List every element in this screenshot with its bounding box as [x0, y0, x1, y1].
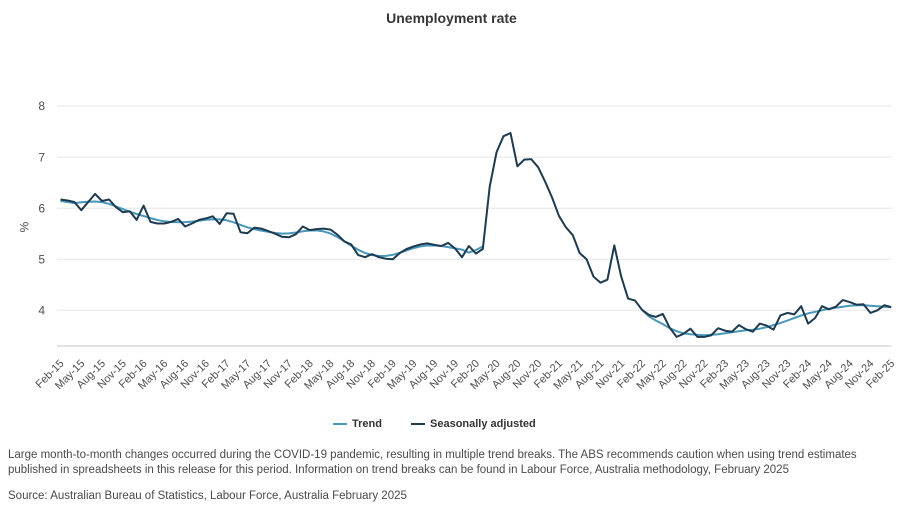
svg-text:5: 5 [38, 252, 45, 266]
svg-text:%: % [18, 221, 32, 232]
svg-text:7: 7 [38, 150, 45, 164]
svg-text:8: 8 [38, 99, 45, 113]
svg-text:6: 6 [38, 201, 45, 215]
svg-text:4: 4 [38, 304, 45, 318]
